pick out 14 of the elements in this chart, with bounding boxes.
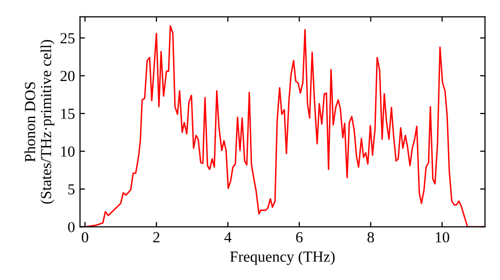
x-tick-label: 8 (367, 232, 374, 242)
x-tick-label: 6 (296, 232, 303, 242)
y-tick-label: 10 (61, 146, 75, 157)
y-tick-label: 0 (68, 222, 75, 232)
y-tick-label: 15 (61, 108, 75, 119)
y-axis-title: Phonon DOS (States/THz·primitive cell) (24, 40, 54, 204)
x-tick-label: 4 (224, 232, 232, 242)
x-tick-label: 2 (153, 232, 160, 242)
y-tick-label: 20 (60, 70, 75, 82)
y-tick-label: 25 (60, 33, 75, 44)
x-axis-title: Frequency (THz) (230, 251, 335, 265)
y-tick-label: 5 (68, 184, 75, 194)
x-tick-label: 10 (436, 232, 450, 242)
x-tick-label: 0 (82, 232, 88, 242)
